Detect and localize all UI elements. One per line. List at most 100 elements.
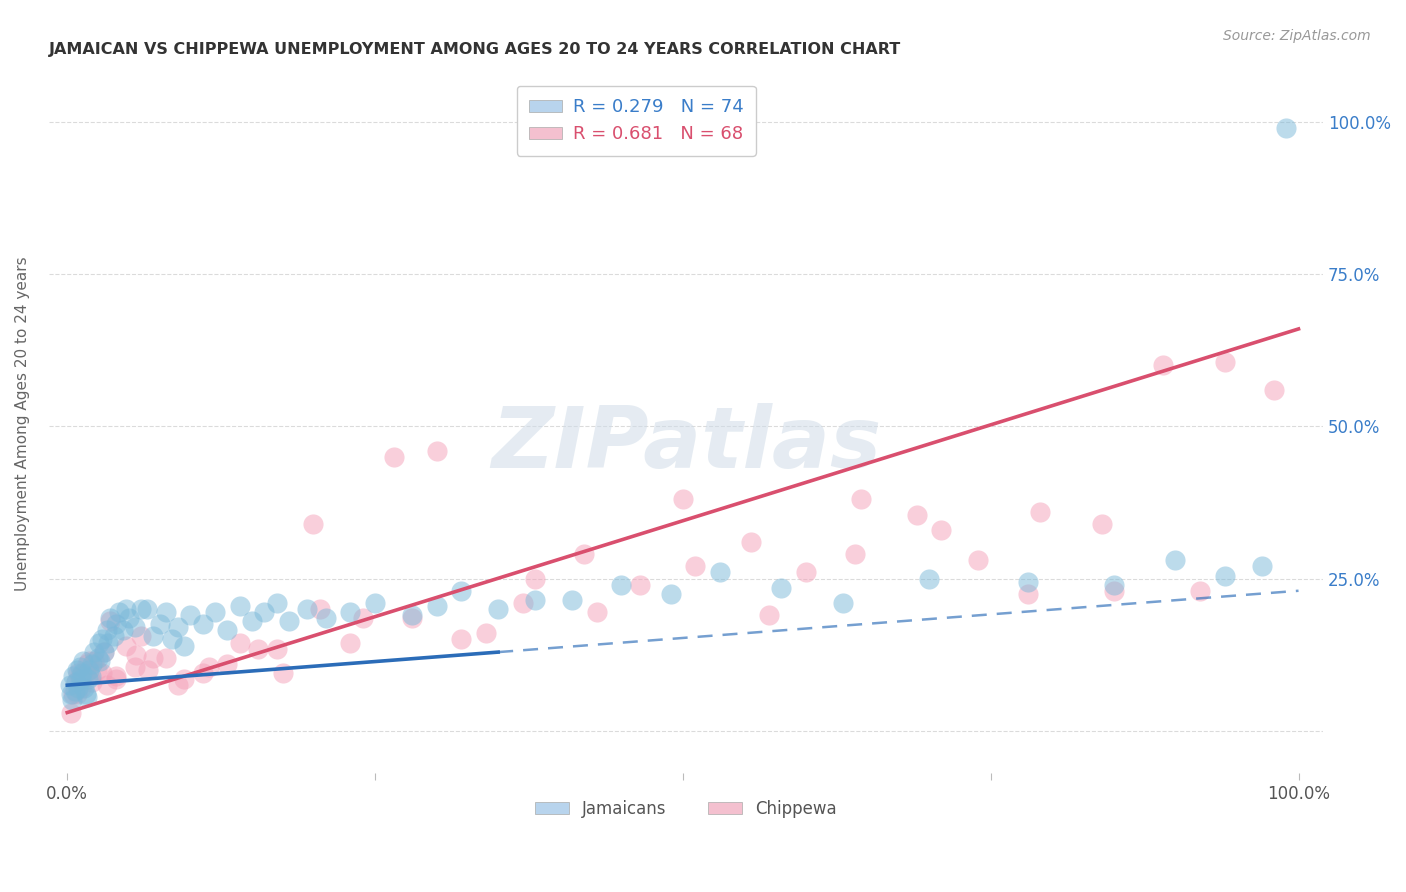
Point [1102, 583, 1125, 598]
Point [89, 635, 111, 649]
Point [155, 650, 177, 665]
Point [167, 678, 190, 692]
Point [302, 516, 325, 531]
Point [1188, 583, 1211, 598]
Point [740, 535, 762, 549]
Point [72, 654, 94, 668]
Point [364, 596, 387, 610]
Point [167, 620, 190, 634]
Point [67, 665, 90, 680]
Point [1090, 516, 1112, 531]
Point [62, 669, 84, 683]
Point [66, 663, 89, 677]
Point [93, 645, 115, 659]
Point [76, 657, 98, 671]
Point [851, 492, 873, 507]
Point [89, 654, 111, 668]
Point [93, 645, 115, 659]
Point [253, 605, 276, 619]
Point [129, 602, 152, 616]
Point [83, 654, 105, 668]
Point [574, 547, 596, 561]
Point [426, 443, 449, 458]
Point [125, 648, 148, 662]
Point [86, 663, 108, 677]
Point [217, 624, 239, 638]
Point [524, 572, 547, 586]
Point [1164, 553, 1187, 567]
Point [70, 665, 93, 680]
Point [844, 547, 866, 561]
Point [90, 665, 112, 680]
Point [155, 605, 177, 619]
Point [98, 614, 121, 628]
Point [524, 593, 547, 607]
Point [60, 693, 83, 707]
Point [69, 660, 91, 674]
Point [832, 596, 855, 610]
Point [1213, 568, 1236, 582]
Point [124, 660, 146, 674]
Point [228, 599, 250, 613]
Point [1250, 559, 1272, 574]
Point [148, 617, 170, 632]
Point [1017, 587, 1039, 601]
Point [67, 681, 90, 696]
Point [103, 629, 125, 643]
Point [401, 611, 423, 625]
Point [683, 559, 706, 574]
Point [62, 687, 84, 701]
Point [79, 654, 101, 668]
Point [339, 635, 361, 649]
Point [228, 635, 250, 649]
Point [628, 577, 651, 591]
Point [297, 602, 319, 616]
Point [217, 657, 239, 671]
Point [247, 641, 270, 656]
Point [96, 624, 118, 638]
Point [129, 629, 152, 643]
Point [173, 639, 195, 653]
Point [73, 681, 96, 696]
Point [69, 672, 91, 686]
Point [204, 605, 226, 619]
Point [80, 657, 103, 671]
Point [266, 641, 288, 656]
Point [339, 605, 361, 619]
Point [63, 684, 86, 698]
Point [277, 614, 299, 628]
Point [108, 605, 131, 619]
Point [1275, 121, 1298, 136]
Point [97, 635, 120, 649]
Point [79, 663, 101, 677]
Point [610, 577, 633, 591]
Point [83, 645, 105, 659]
Point [271, 665, 294, 680]
Point [72, 669, 94, 683]
Point [794, 566, 817, 580]
Point [240, 614, 263, 628]
Point [98, 611, 121, 625]
Point [87, 650, 110, 665]
Point [142, 629, 165, 643]
Point [65, 675, 87, 690]
Point [450, 632, 472, 647]
Point [75, 687, 97, 701]
Point [967, 553, 990, 567]
Point [561, 593, 583, 607]
Point [382, 450, 405, 464]
Point [79, 669, 101, 683]
Point [191, 665, 214, 680]
Legend: Jamaicans, Chippewa: Jamaicans, Chippewa [529, 793, 844, 824]
Point [105, 669, 128, 683]
Point [75, 665, 97, 680]
Point [105, 672, 128, 686]
Point [160, 632, 183, 647]
Point [59, 706, 82, 720]
Point [931, 523, 953, 537]
Point [142, 650, 165, 665]
Point [1102, 577, 1125, 591]
Point [173, 672, 195, 686]
Point [124, 620, 146, 634]
Point [76, 690, 98, 705]
